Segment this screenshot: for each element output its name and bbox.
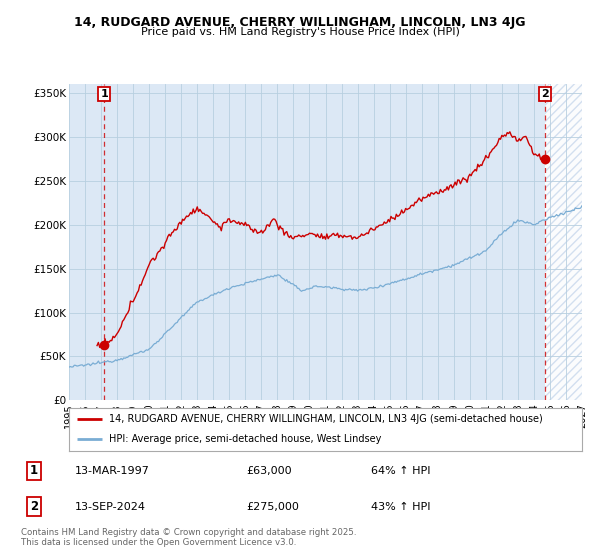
Text: 14, RUDGARD AVENUE, CHERRY WILLINGHAM, LINCOLN, LN3 4JG (semi-detached house): 14, RUDGARD AVENUE, CHERRY WILLINGHAM, L… bbox=[109, 414, 542, 424]
Text: 14, RUDGARD AVENUE, CHERRY WILLINGHAM, LINCOLN, LN3 4JG: 14, RUDGARD AVENUE, CHERRY WILLINGHAM, L… bbox=[74, 16, 526, 29]
Bar bbox=[545, 84, 582, 400]
Text: 13-MAR-1997: 13-MAR-1997 bbox=[75, 466, 150, 476]
Text: Contains HM Land Registry data © Crown copyright and database right 2025.
This d: Contains HM Land Registry data © Crown c… bbox=[21, 528, 356, 548]
Text: 2: 2 bbox=[30, 500, 38, 513]
Bar bbox=[545, 84, 582, 400]
Text: £275,000: £275,000 bbox=[246, 502, 299, 511]
Text: 1: 1 bbox=[100, 88, 108, 99]
Text: 2: 2 bbox=[541, 88, 549, 99]
Text: 13-SEP-2024: 13-SEP-2024 bbox=[75, 502, 146, 511]
Text: 64% ↑ HPI: 64% ↑ HPI bbox=[371, 466, 431, 476]
Text: Price paid vs. HM Land Registry's House Price Index (HPI): Price paid vs. HM Land Registry's House … bbox=[140, 27, 460, 37]
Text: 1: 1 bbox=[30, 464, 38, 478]
Text: £63,000: £63,000 bbox=[246, 466, 292, 476]
Text: 43% ↑ HPI: 43% ↑ HPI bbox=[371, 502, 431, 511]
Text: HPI: Average price, semi-detached house, West Lindsey: HPI: Average price, semi-detached house,… bbox=[109, 434, 381, 444]
